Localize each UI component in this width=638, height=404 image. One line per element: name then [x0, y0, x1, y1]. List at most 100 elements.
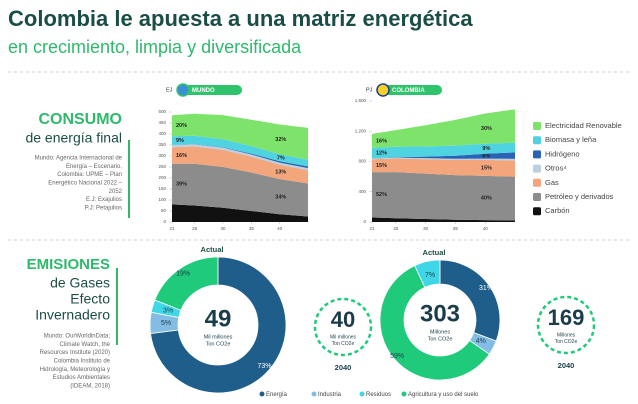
target-label: Mil millones: [330, 334, 357, 340]
source-note: Energía – Escenario.: [66, 164, 122, 170]
source-note: (IDEAM, 2018): [70, 383, 110, 389]
target-label: Ton CO2e: [555, 339, 578, 345]
y-tick-label: 150: [158, 186, 166, 191]
x-tick-label: 25: [393, 226, 399, 231]
source-note: Colombia: UPME – Plan: [57, 172, 122, 178]
center-label: Millones: [430, 329, 450, 335]
slice-label: 73%: [257, 363, 271, 370]
unit-label: PJ: [366, 87, 373, 93]
share-label: 52%: [376, 192, 387, 198]
page-title: Colombia le apuesta a una matriz energét…: [8, 6, 473, 31]
legend-swatch: [401, 391, 407, 397]
y-tick-label: 300: [158, 153, 166, 158]
legend-label: Energía: [266, 392, 288, 398]
target-ring: [536, 295, 596, 355]
legend-swatch: [533, 207, 541, 216]
slice-label: 5%: [161, 320, 171, 327]
page-subtitle: en crecimiento, limpia y diversificada: [8, 37, 302, 57]
y-tick-label: 1.200: [355, 128, 367, 133]
y-tick-label: 350: [158, 142, 166, 147]
area-band: [372, 157, 515, 161]
share-label: 20%: [176, 123, 187, 129]
section-heading: EMISIONES: [27, 256, 110, 273]
area-band: [372, 172, 515, 221]
center-label: Ton CO2e: [428, 336, 453, 342]
badge: [380, 85, 442, 95]
legend-label: Electricidad Renovable: [545, 121, 622, 130]
share-label: 34%: [275, 194, 286, 200]
legend-swatch: [533, 150, 541, 159]
legend-label: Carbón: [545, 206, 570, 215]
source-note: E.J: Exajulios: [86, 197, 122, 203]
target-year: 2040: [558, 361, 575, 370]
x-tick-label: 25: [192, 226, 198, 231]
x-tick-label: 35: [453, 226, 459, 231]
area-band: [372, 217, 515, 222]
slice-label: 19%: [176, 271, 190, 278]
donut-slice: [154, 256, 219, 311]
legend-label: Industria: [318, 392, 342, 398]
y-tick-label: 200: [158, 175, 166, 180]
share-label: 16%: [176, 153, 187, 159]
legend-label: Agricultura y uso del suelo: [408, 392, 479, 398]
legend-label: Petróleo y derivados: [545, 192, 614, 201]
share-label: 39%: [176, 182, 187, 188]
chart-title: MUNDO: [192, 88, 215, 94]
target-ring: [313, 297, 373, 357]
unit-label: EJ: [166, 87, 173, 93]
source-note: Mundo: Agencia Internacional de: [35, 156, 123, 162]
target-label: Ton CO2e: [332, 341, 355, 347]
x-tick-label: 40: [483, 226, 489, 231]
y-tick-label: 800: [358, 159, 366, 164]
y-tick-label: 0: [163, 219, 166, 224]
x-tick-label: 30: [220, 226, 226, 231]
area-band: [172, 163, 308, 217]
area-band: [372, 152, 515, 159]
legend-swatch: [359, 391, 365, 397]
x-tick-label: 30: [423, 226, 429, 231]
chart-title: COLOMBIA: [392, 88, 425, 94]
slice-label: 4%: [476, 338, 486, 345]
legend-label: Hidrógeno: [545, 149, 580, 158]
legend-swatch: [259, 391, 265, 397]
x-tick-label: 40: [277, 226, 283, 231]
area-band: [372, 142, 515, 159]
share-label: 15%: [481, 165, 492, 171]
badge-icon: [376, 83, 390, 97]
share-label: 32%: [275, 137, 286, 143]
share-label: 30%: [481, 126, 492, 132]
donut-slice: [379, 265, 490, 381]
center-value: 49: [205, 305, 232, 332]
source-note: Energético Nacional 2022 –: [48, 180, 122, 186]
y-tick-label: 1.600: [355, 98, 367, 103]
source-note: Hidrología, Meteorología y: [40, 367, 110, 373]
source-note: Climate Watch, the: [60, 342, 111, 348]
slice-label: 3%: [163, 307, 173, 314]
center-value: 303: [420, 300, 460, 327]
section-subheading: Efecto: [70, 291, 110, 307]
section-heading: CONSUMO: [38, 111, 122, 128]
badge: [180, 85, 242, 95]
slice-label: 7%: [425, 272, 435, 279]
legend-label: Residuos: [366, 392, 391, 398]
share-label: 15%: [376, 163, 387, 169]
source-note: P.J: Petajulios: [85, 205, 122, 211]
source-note: Estudios Ambientales: [53, 375, 110, 381]
x-tick-label: 21: [369, 226, 375, 231]
source-note: Colombia Instituto de: [54, 358, 111, 364]
x-tick-label: 21: [169, 226, 175, 231]
badge-icon: [176, 83, 190, 97]
share-label: 6%: [482, 154, 490, 160]
legend-swatch: [533, 164, 541, 173]
area-band: [172, 146, 308, 184]
center-label: Ton CO2e: [206, 341, 231, 347]
share-label: 40%: [481, 195, 492, 201]
share-label: 16%: [376, 138, 387, 144]
legend-swatch: [311, 391, 317, 397]
y-tick-label: 400: [358, 189, 366, 194]
legend-swatch: [533, 136, 541, 145]
x-tick-label: 35: [249, 226, 255, 231]
section-subheading: de Gases: [50, 275, 110, 291]
